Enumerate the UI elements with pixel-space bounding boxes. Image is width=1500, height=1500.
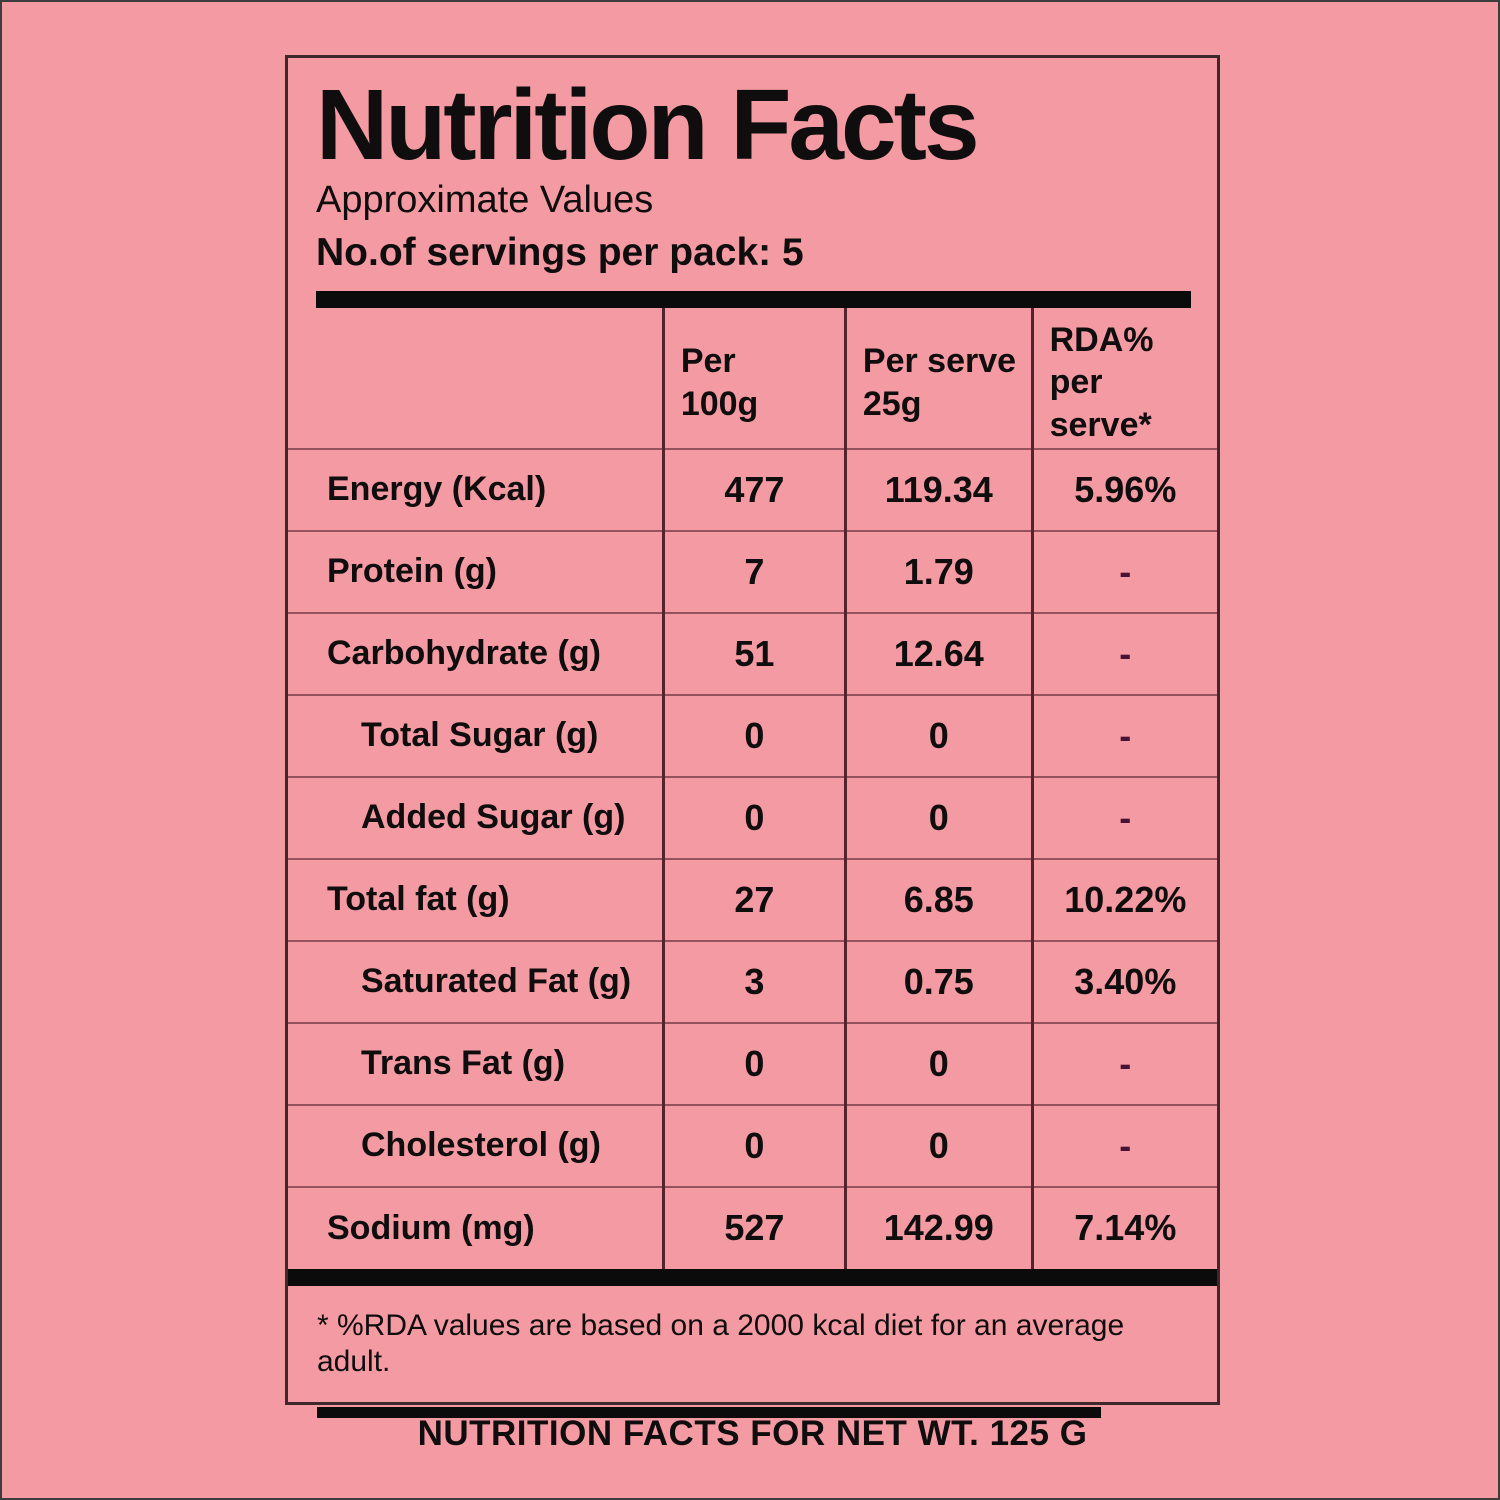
page-title: Nutrition Facts bbox=[316, 69, 980, 181]
nutrition-facts-panel: Nutrition Facts Approximate Values No.of… bbox=[285, 55, 1220, 1418]
value-per-100g: 0 bbox=[661, 775, 846, 859]
value-rda: - bbox=[1030, 529, 1217, 613]
value-per-serve: 1.79 bbox=[843, 529, 1033, 613]
approximate-values-subtitle: Approximate Values bbox=[316, 179, 654, 221]
row-label: Trans Fat (g) bbox=[288, 1021, 664, 1105]
table-row-carbohydrate: Carbohydrate (g) 51 12.64 - bbox=[288, 611, 1217, 695]
table-row-added-sugar: Added Sugar (g) 0 0 - bbox=[288, 775, 1217, 859]
panel-header: Nutrition Facts Approximate Values No.of… bbox=[288, 58, 1217, 275]
row-label: Cholesterol (g) bbox=[288, 1103, 664, 1187]
row-label: Total Sugar (g) bbox=[288, 693, 664, 777]
value-per-serve: 142.99 bbox=[843, 1185, 1033, 1269]
column-header-blank bbox=[288, 308, 663, 449]
row-label: Saturated Fat (g) bbox=[288, 939, 664, 1023]
table-row-sodium: Sodium (mg) 527 142.99 7.14% bbox=[288, 1185, 1217, 1269]
value-per-serve: 12.64 bbox=[843, 611, 1033, 695]
column-header-per-100g: Per 100g bbox=[661, 307, 846, 449]
value-per-serve: 119.34 bbox=[843, 447, 1033, 531]
table-row-saturated-fat: Saturated Fat (g) 3 0.75 3.40% bbox=[288, 939, 1217, 1023]
value-per-100g: 27 bbox=[661, 857, 846, 941]
value-per-100g: 7 bbox=[661, 529, 846, 613]
net-weight-caption: NUTRITION FACTS FOR NET WT. 125 G bbox=[417, 1414, 1088, 1453]
nutrition-table: Per 100g Per serve 25g RDA% per serve* E… bbox=[288, 307, 1217, 1269]
table-row-cholesterol: Cholesterol (g) 0 0 - bbox=[288, 1103, 1217, 1187]
value-per-serve: 0 bbox=[843, 1021, 1033, 1105]
servings-per-pack: No.of servings per pack: 5 bbox=[316, 230, 804, 274]
row-label: Protein (g) bbox=[288, 529, 664, 613]
value-per-serve: 0 bbox=[843, 775, 1033, 859]
value-rda: 10.22% bbox=[1030, 857, 1217, 941]
value-rda: 3.40% bbox=[1030, 939, 1217, 1023]
value-rda: 7.14% bbox=[1030, 1185, 1217, 1269]
value-rda: - bbox=[1030, 1103, 1217, 1187]
table-row-total-fat: Total fat (g) 27 6.85 10.22% bbox=[288, 857, 1217, 941]
column-header-rda: RDA% per serve* bbox=[1030, 307, 1217, 449]
value-per-100g: 477 bbox=[661, 447, 846, 531]
value-per-serve: 0.75 bbox=[843, 939, 1033, 1023]
table-row-energy: Energy (Kcal) 477 119.34 5.96% bbox=[288, 447, 1217, 531]
row-label: Carbohydrate (g) bbox=[288, 611, 664, 695]
rda-footnote: * %RDA values are based on a 2000 kcal d… bbox=[317, 1308, 1125, 1378]
value-per-serve: 0 bbox=[843, 693, 1033, 777]
table-row-protein: Protein (g) 7 1.79 - bbox=[288, 529, 1217, 613]
table-row-trans-fat: Trans Fat (g) 0 0 - bbox=[288, 1021, 1217, 1105]
value-rda: - bbox=[1030, 1021, 1217, 1105]
value-per-100g: 51 bbox=[661, 611, 846, 695]
table-header-row: Per 100g Per serve 25g RDA% per serve* bbox=[288, 307, 1217, 449]
value-per-100g: 527 bbox=[661, 1185, 846, 1269]
row-label: Sodium (mg) bbox=[288, 1185, 664, 1269]
value-per-100g: 0 bbox=[661, 1021, 846, 1105]
row-label: Added Sugar (g) bbox=[288, 775, 664, 859]
value-rda: - bbox=[1030, 775, 1217, 859]
value-per-100g: 0 bbox=[661, 693, 846, 777]
divider-bar-top bbox=[316, 290, 1191, 308]
value-per-serve: 6.85 bbox=[843, 857, 1033, 941]
divider-bar-footer bbox=[317, 1406, 1101, 1418]
row-label: Total fat (g) bbox=[288, 857, 664, 941]
value-per-serve: 0 bbox=[843, 1103, 1033, 1187]
value-rda: 5.96% bbox=[1030, 447, 1217, 531]
value-rda: - bbox=[1030, 611, 1217, 695]
value-per-100g: 0 bbox=[661, 1103, 846, 1187]
value-per-100g: 3 bbox=[661, 939, 846, 1023]
divider-bar-bottom bbox=[288, 1268, 1217, 1286]
row-label: Energy (Kcal) bbox=[288, 447, 664, 531]
value-rda: - bbox=[1030, 693, 1217, 777]
column-header-per-serve: Per serve 25g bbox=[843, 307, 1033, 449]
table-row-total-sugar: Total Sugar (g) 0 0 - bbox=[288, 693, 1217, 777]
